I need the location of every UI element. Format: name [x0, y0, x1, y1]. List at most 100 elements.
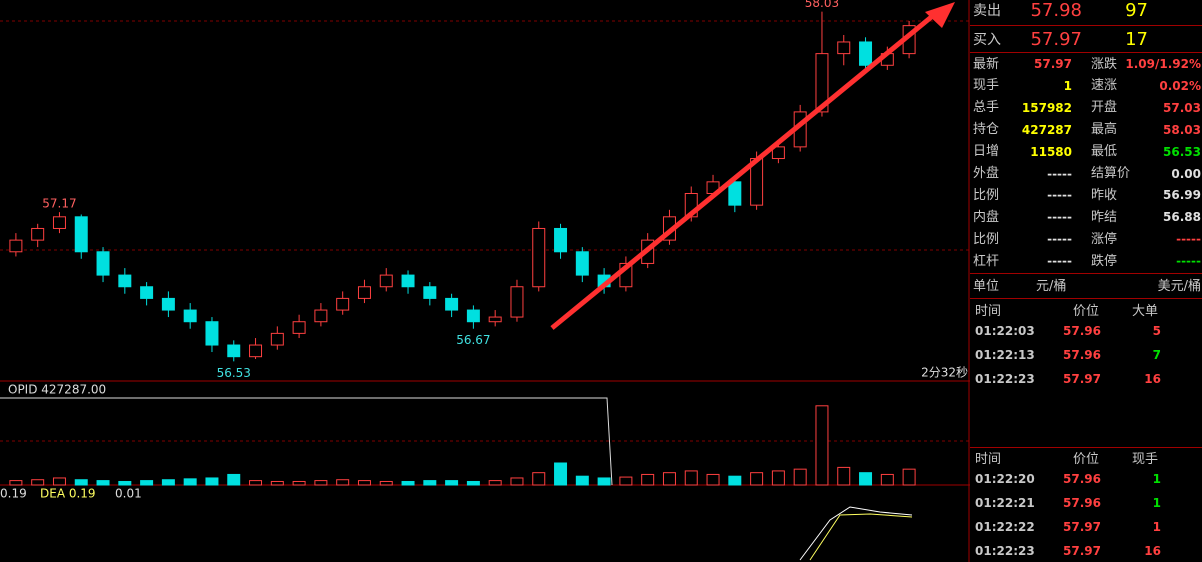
panel-text: 57.97: [1030, 29, 1082, 50]
panel-text: 时间: [975, 451, 1002, 467]
panel-text: 价位: [1073, 451, 1100, 467]
candle-body: [161, 297, 175, 311]
volume-bar: [292, 480, 306, 486]
candle-body: [379, 274, 393, 288]
panel-text: 57.97: [1063, 372, 1101, 386]
candle-body: [728, 181, 742, 206]
panel-text: 买入: [973, 32, 1001, 48]
panel-text: 01:22:23: [975, 544, 1035, 558]
panel-text: -----: [1047, 232, 1072, 247]
volume-bar: [379, 480, 393, 486]
panel-text: 比例: [973, 231, 1000, 247]
volume-bar: [859, 472, 873, 486]
volume-bar: [423, 480, 437, 486]
panel-text: 57.97: [1063, 544, 1101, 558]
panel-text: 日增: [973, 144, 1000, 160]
panel-text: 涨跌: [1091, 56, 1118, 72]
panel-text: 元/桶: [1036, 278, 1067, 294]
panel-text: 速涨: [1091, 78, 1118, 94]
panel-divider: [970, 298, 1202, 299]
panel-text: 57.96: [1063, 348, 1101, 362]
panel-text: 56.53: [1163, 144, 1201, 159]
panel-text: 01:22:22: [975, 520, 1035, 534]
candle-body: [510, 286, 524, 318]
price-annotation: 57.17: [42, 197, 76, 211]
panel-text: 97: [1125, 0, 1148, 21]
volume-bar: [510, 477, 524, 486]
panel-text: 1: [1152, 520, 1161, 534]
candle-body: [74, 216, 88, 253]
macd-label: DEA 0.19: [40, 487, 96, 501]
panel-text: 01:22:03: [975, 324, 1035, 338]
candle-body: [249, 344, 263, 358]
panel-text: -----: [1176, 232, 1201, 247]
panel-text: -----: [1047, 210, 1072, 225]
volume-bar: [619, 476, 633, 486]
panel-text: 1: [1063, 78, 1072, 93]
candle-body: [118, 274, 132, 288]
candle-body: [554, 227, 568, 253]
panel-text: 大单: [1132, 303, 1159, 319]
candle-body: [357, 286, 371, 299]
volume-bar: [31, 479, 45, 486]
dea-line: [809, 513, 913, 561]
price-annotation: 56.67: [456, 333, 490, 347]
volume-bar: [793, 468, 807, 486]
volume-bar: [270, 480, 284, 486]
volume-bar: [445, 480, 459, 486]
macd-label: 0.01: [115, 487, 142, 501]
candle-body: [31, 227, 45, 241]
panel-text: 57.03: [1163, 100, 1201, 115]
volume-bar: [641, 473, 655, 486]
volume-bar: [728, 475, 742, 486]
trend-arrow-head: [925, 2, 955, 28]
panel-text: 现手: [1132, 451, 1159, 467]
volume-bar: [532, 472, 546, 486]
volume-bar: [74, 479, 88, 486]
panel-divider: [970, 25, 1202, 26]
volume-bar: [9, 480, 23, 486]
panel-text: 开盘: [1091, 100, 1118, 116]
volume-bar: [118, 480, 132, 486]
panel-text: 57.96: [1063, 472, 1101, 486]
candle-body: [292, 321, 306, 334]
candle-body: [466, 309, 480, 323]
panel-text: 现手: [973, 78, 1000, 94]
panel-text: 11580: [1030, 144, 1072, 159]
panel-text: 外盘: [973, 166, 1000, 181]
candle-body: [52, 216, 66, 229]
panel-text: 01:22:13: [975, 348, 1035, 362]
trend-arrow: [550, 12, 937, 330]
macd-label: 0.19: [0, 487, 27, 501]
panel-text: 1.09/1.92%: [1125, 57, 1201, 71]
panel-text: 价位: [1073, 303, 1100, 319]
candle-body: [9, 239, 23, 253]
candle-body: [488, 316, 502, 323]
candle-body: [336, 297, 350, 311]
panel-text: 昨结: [1091, 209, 1118, 225]
volume-bar: [837, 466, 851, 486]
panel-text: 57.97: [1034, 57, 1072, 71]
volume-bar: [401, 480, 415, 486]
panel-text: 7: [1152, 348, 1161, 362]
volume-bar: [750, 472, 764, 486]
panel-text: 涨停: [1091, 231, 1118, 247]
volume-bar: [205, 477, 219, 486]
volume-bar: [96, 480, 110, 486]
countdown: 2分32秒: [921, 366, 968, 380]
panel-text: 1: [1152, 472, 1161, 486]
panel-text: 内盘: [973, 209, 1000, 225]
volume-bar: [902, 468, 916, 486]
panel-text: 结算价: [1091, 166, 1131, 181]
volume-bar: [336, 479, 350, 486]
panel-text: 跌停: [1091, 253, 1118, 269]
volume-bar: [771, 470, 785, 486]
candle-body: [183, 309, 197, 323]
candle-body: [532, 227, 546, 288]
panel-text: 最低: [1091, 144, 1118, 160]
panel-text: 17: [1125, 29, 1148, 50]
panel-text: 美元/桶: [1157, 278, 1201, 294]
panel-text: -----: [1047, 188, 1072, 203]
panel-text: 01:22:23: [975, 372, 1035, 386]
